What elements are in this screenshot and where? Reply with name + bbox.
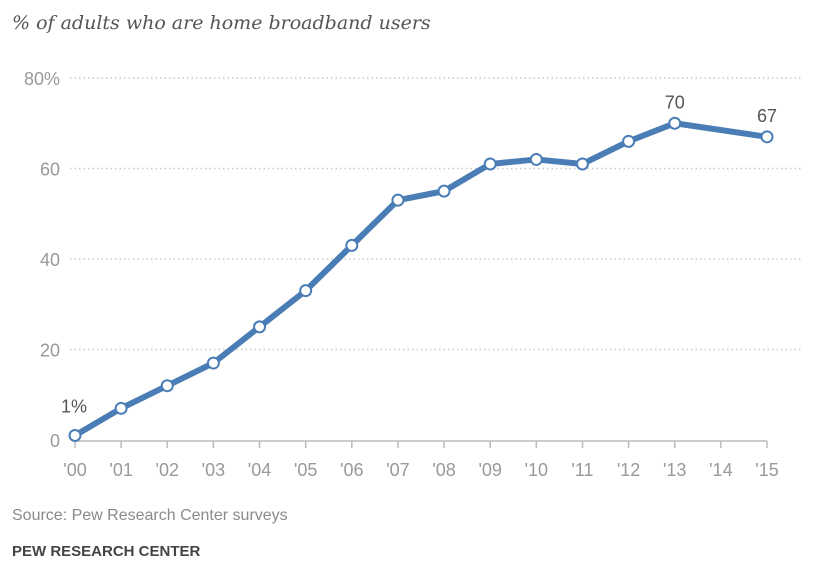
x-tick-label: '13 [663,460,686,480]
x-tick-label: '04 [248,460,271,480]
data-point [622,134,636,148]
data-point [345,238,359,252]
series-line [73,120,768,439]
x-tick-label: '14 [709,460,732,480]
x-tick-label: '00 [63,460,86,480]
data-label: 70 [665,92,685,112]
x-tick-label: '09 [478,460,501,480]
x-tick-label: '06 [340,460,363,480]
data-label: 1% [61,396,87,416]
data-point [483,157,497,171]
chart-title: % of adults who are home broadband users [12,12,431,34]
data-point [391,193,405,207]
x-tick-label: '08 [432,460,455,480]
data-point [114,401,128,415]
y-tick-label: 80% [24,69,60,89]
data-point [575,157,589,171]
x-tick-label: '05 [294,460,317,480]
data-point [253,320,267,334]
y-tick-label: 40 [40,250,60,270]
y-tick-label: 60 [40,160,60,180]
x-tick-label: '12 [617,460,640,480]
source-note: Source: Pew Research Center surveys [12,507,288,524]
x-tick-label: '02 [156,460,179,480]
data-point [760,130,774,144]
data-point [529,152,543,166]
data-point [160,379,174,393]
data-label: 67 [757,106,777,126]
x-tick-label: '07 [386,460,409,480]
x-tick-label: '15 [755,460,778,480]
x-tick-label: '01 [109,460,132,480]
data-point [299,284,313,298]
x-tick-label: '03 [202,460,225,480]
data-point [668,116,682,130]
y-tick-label: 0 [50,431,60,451]
y-tick-label: 20 [40,341,60,361]
data-point [68,428,82,442]
x-tick-label: '11 [571,460,593,480]
data-point [206,356,220,370]
brand-label: PEW RESEARCH CENTER [12,543,201,560]
x-tick-label: '10 [525,460,548,480]
data-point [437,184,451,198]
